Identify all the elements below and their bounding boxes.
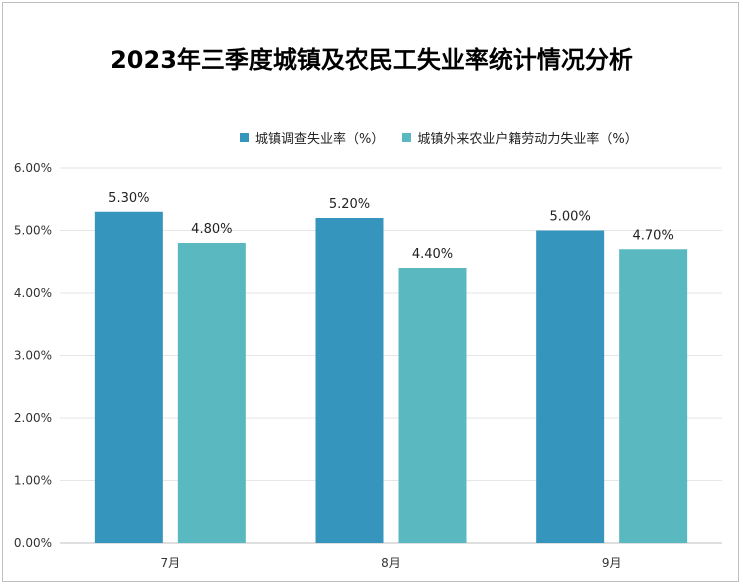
legend-item-series-2: 城镇外来农业户籍劳动力失业率（%） (402, 128, 638, 147)
data-label: 5.30% (108, 191, 149, 206)
data-label: 5.00% (550, 210, 591, 225)
y-tick-label: 2.00% (14, 411, 52, 425)
y-tick-label: 3.00% (14, 349, 52, 363)
bar (177, 243, 246, 543)
data-label: 4.80% (191, 222, 232, 237)
bar (536, 230, 605, 543)
legend-label-series-2: 城镇外来农业户籍劳动力失业率（%） (417, 132, 638, 147)
x-tick-label: 9月 (602, 556, 622, 570)
y-tick-label: 4.00% (14, 286, 52, 300)
legend-swatch-series-2 (402, 133, 412, 142)
legend-swatch-series-1 (240, 133, 249, 142)
bar (619, 249, 688, 543)
x-tick-label: 8月 (381, 556, 401, 570)
legend-label-series-1: 城镇调查失业率（%） (255, 132, 385, 147)
legend-item-series-1: 城镇调查失业率（%） (240, 128, 384, 147)
x-tick-label: 7月 (161, 556, 181, 570)
y-tick-label: 5.00% (14, 224, 52, 238)
chart-title: 2023年三季度城镇及农民工失业率统计情况分析 (110, 46, 633, 74)
y-tick-label: 1.00% (14, 474, 52, 488)
data-label: 4.40% (412, 247, 453, 262)
y-tick-label: 0.00% (14, 536, 52, 550)
bar (398, 268, 467, 543)
data-label: 4.70% (633, 228, 674, 243)
bar (315, 218, 384, 543)
y-tick-label: 6.00% (14, 161, 52, 175)
bar (94, 211, 163, 543)
legend: 城镇调查失业率（%） 城镇外来农业户籍劳动力失业率（%） (240, 128, 638, 147)
data-label: 5.20% (329, 197, 370, 212)
